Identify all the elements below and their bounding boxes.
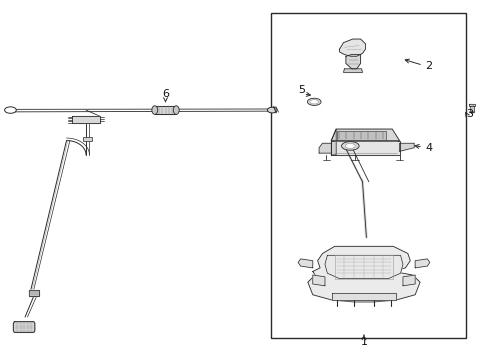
Text: 1: 1 [360,337,366,347]
Polygon shape [402,275,414,286]
Polygon shape [468,104,474,106]
Polygon shape [325,255,402,279]
Ellipse shape [307,98,321,105]
Polygon shape [469,106,473,112]
Polygon shape [330,129,335,155]
Polygon shape [330,141,399,155]
Polygon shape [29,290,39,296]
Ellipse shape [341,141,358,150]
Text: 3: 3 [466,109,472,120]
Bar [83,136,92,141]
Ellipse shape [4,107,16,113]
Text: 5: 5 [298,85,305,95]
Text: 6: 6 [162,89,169,99]
Polygon shape [414,259,429,268]
Ellipse shape [173,106,179,114]
Polygon shape [298,259,312,268]
Polygon shape [319,143,330,153]
Text: 4: 4 [425,143,431,153]
Polygon shape [13,321,35,332]
Polygon shape [155,106,176,114]
Polygon shape [399,143,413,151]
Bar [271,13,466,338]
Polygon shape [331,293,395,300]
Polygon shape [345,54,360,69]
Ellipse shape [267,107,277,113]
Polygon shape [330,129,399,141]
Bar [336,131,385,140]
Polygon shape [307,246,419,302]
Ellipse shape [345,143,354,148]
Ellipse shape [309,100,318,104]
Polygon shape [339,39,365,56]
Ellipse shape [152,106,158,114]
Polygon shape [343,69,362,72]
Polygon shape [72,116,100,123]
Text: 2: 2 [425,61,431,71]
Polygon shape [312,275,325,286]
